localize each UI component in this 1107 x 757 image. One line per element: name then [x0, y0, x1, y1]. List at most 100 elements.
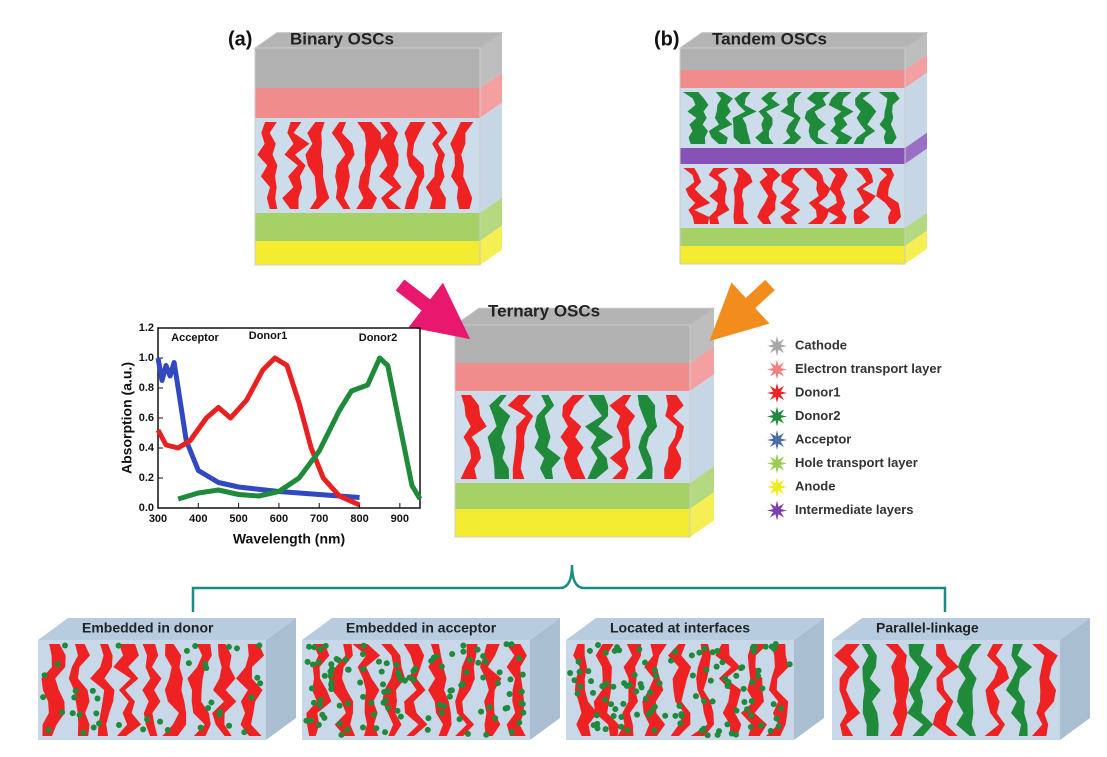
acceptor-dot — [770, 645, 777, 652]
acceptor-dot — [594, 725, 601, 732]
top-face — [566, 618, 824, 640]
acceptor-dot — [478, 708, 485, 715]
side-face — [690, 492, 714, 537]
phase-domain — [834, 644, 861, 736]
acceptor-dot — [205, 705, 212, 712]
acceptor-dot — [668, 657, 675, 664]
acceptor-dot — [612, 706, 619, 713]
acceptor-dot — [40, 694, 47, 701]
acceptor-dot — [714, 648, 721, 655]
acceptor-dot — [368, 699, 375, 706]
phase-domain — [828, 92, 854, 144]
acceptor-dot — [662, 712, 669, 719]
phase-domain — [733, 168, 753, 224]
phase-domain — [682, 92, 709, 144]
phase-domain — [425, 122, 448, 209]
acceptor-dot — [424, 726, 431, 733]
side-face — [530, 618, 560, 740]
side-face — [690, 466, 714, 509]
top-face — [302, 618, 560, 640]
acceptor-dot — [480, 653, 487, 660]
acceptor-dot — [642, 695, 649, 702]
layer — [680, 246, 905, 264]
morphology-title: Located at interfaces — [610, 620, 750, 636]
phase-domain — [356, 122, 382, 209]
acceptor-dot — [360, 693, 367, 700]
box-outline — [679, 47, 906, 265]
acceptor-dot — [701, 645, 708, 652]
phase-domain — [162, 644, 187, 736]
acceptor-dot — [410, 668, 417, 675]
y-axis-label: Absorption (a.u.) — [119, 362, 135, 474]
acceptor-dot — [327, 672, 334, 679]
acceptor-dot — [310, 699, 317, 706]
phase-domain — [331, 122, 355, 209]
acceptor-dot — [328, 661, 335, 668]
phase-domain — [403, 644, 428, 736]
acceptor-dot — [382, 697, 389, 704]
acceptor-dot — [378, 668, 385, 675]
acceptor-dot — [713, 663, 720, 670]
acceptor-dot — [747, 724, 754, 731]
acceptor-dot — [689, 672, 696, 679]
acceptor-dot — [370, 711, 377, 718]
acceptor-dot — [89, 687, 96, 694]
acceptor-dot — [344, 726, 351, 733]
panel-title: Tandem OSCs — [712, 29, 827, 48]
legend-label: Acceptor — [795, 431, 851, 446]
acceptor-dot — [449, 650, 456, 657]
phase-domain — [956, 644, 982, 736]
phase-domain — [593, 644, 619, 736]
legend-marker — [767, 500, 787, 521]
y-tick-label: 0.6 — [139, 412, 154, 424]
acceptor-dot — [641, 659, 648, 666]
acceptor-dot — [319, 711, 326, 718]
acceptor-dot — [594, 641, 601, 648]
acceptor-dot — [593, 712, 600, 719]
absorption-chart: 300 400 500 600 700 800 900 0.0 0.2 0.4 0.6 0.8 1.0 1… — [119, 322, 423, 547]
acceptor-dot — [483, 731, 490, 738]
phase-domain — [68, 644, 90, 736]
acceptor-dot — [69, 710, 76, 717]
acceptor-dot — [395, 669, 402, 676]
layer — [680, 48, 905, 70]
acceptor-dot — [80, 729, 87, 736]
acceptor-dot — [688, 652, 695, 659]
phase-domain — [667, 644, 692, 736]
acceptor-dot — [482, 658, 489, 665]
acceptor-dot — [672, 712, 679, 719]
phase-domain — [635, 395, 658, 479]
side-face — [480, 32, 502, 88]
series-annotation: Donor2 — [359, 332, 398, 344]
phase-domain — [878, 92, 900, 144]
acceptor-dot — [393, 661, 400, 668]
acceptor-dot — [567, 669, 574, 676]
acceptor-dot — [506, 691, 513, 698]
phase-domain — [780, 92, 802, 144]
layer — [255, 213, 480, 241]
acceptor-dot — [308, 717, 315, 724]
acceptor-dot — [315, 721, 322, 728]
acceptor-dot — [438, 663, 445, 670]
acceptor-dot — [696, 649, 703, 656]
acceptor-dot — [704, 732, 711, 739]
bracket — [191, 564, 947, 612]
phase-domain — [804, 92, 831, 144]
phase-domain — [984, 644, 1010, 736]
acceptor-dot — [614, 644, 621, 651]
phase-domain — [609, 395, 636, 479]
phase-domain — [876, 168, 901, 224]
phase-domain — [90, 644, 115, 736]
acceptor-dot — [651, 727, 658, 734]
acceptor-dot — [618, 723, 625, 730]
side-face — [905, 148, 927, 228]
acceptor-dot — [241, 729, 248, 736]
acceptor-dot — [656, 680, 663, 687]
side-face — [480, 72, 502, 118]
acceptor-dot — [770, 701, 777, 708]
acceptor-dot — [651, 667, 658, 674]
morphology-title: Embedded in donor — [82, 620, 214, 636]
acceptor-dot — [140, 726, 147, 733]
acceptor-dot — [777, 705, 784, 712]
acceptor-dot — [233, 645, 240, 652]
